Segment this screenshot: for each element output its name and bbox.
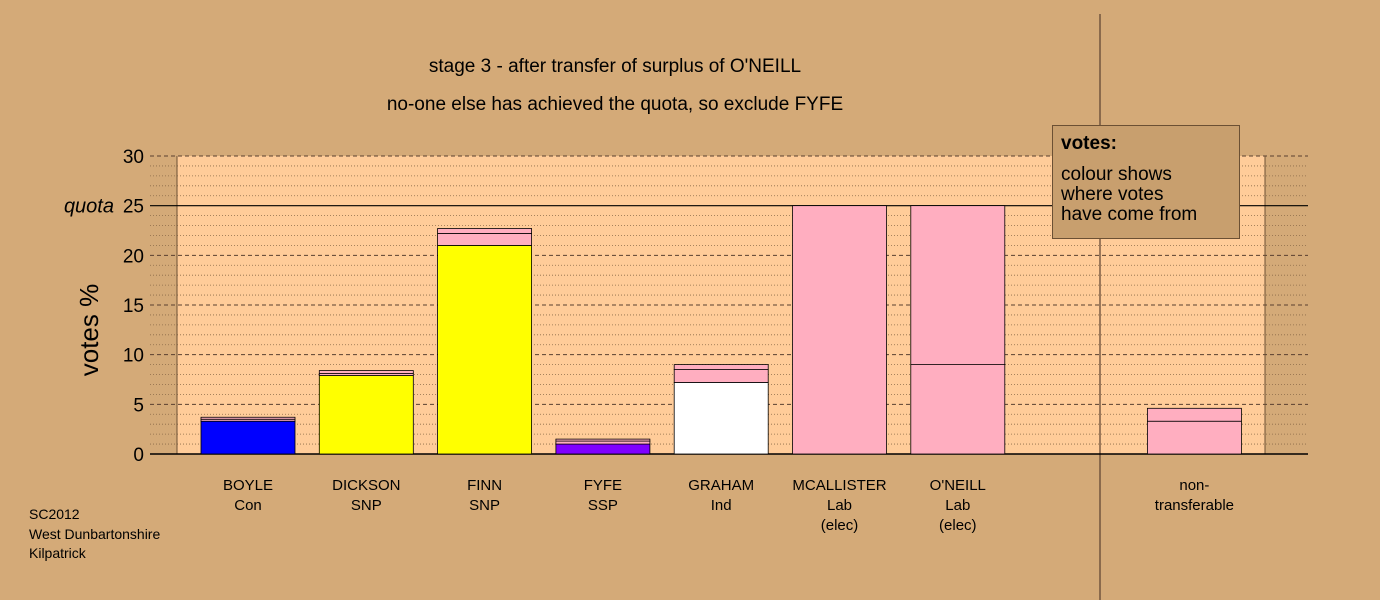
bar-segment — [673, 382, 769, 455]
legend-heading: votes: — [1061, 133, 1117, 154]
footer-council: West Dunbartonshire — [29, 526, 161, 542]
bar-segment — [437, 228, 533, 234]
x-tick-label: SSP — [588, 497, 618, 514]
bar-segment — [910, 205, 1006, 366]
x-tick-label: GRAHAM — [688, 477, 754, 494]
legend-line-2: where votes — [1061, 184, 1164, 205]
legend-box: votes: colour shows where votes have com… — [1052, 125, 1240, 239]
y-tick-label: 5 — [133, 395, 144, 416]
x-tick-label: DICKSON — [332, 477, 400, 494]
bar-segment — [555, 443, 651, 455]
x-tick-label: Con — [234, 497, 262, 514]
legend-line-3: have come from — [1061, 204, 1198, 225]
bar-segment — [1147, 420, 1242, 455]
bar-segment — [200, 416, 296, 420]
x-tick-label: MCALLISTER — [792, 477, 886, 494]
legend-line-1: colour shows — [1061, 164, 1172, 185]
x-tick-label: Ind — [711, 497, 732, 514]
x-tick-label: SNP — [469, 497, 500, 514]
x-tick-label: FINN — [467, 477, 502, 494]
bar-segment — [792, 205, 887, 455]
footer-year: SC2012 — [29, 506, 80, 522]
bar-segment — [318, 375, 414, 455]
x-tick-label: (elec) — [821, 517, 859, 534]
bar-segment — [1147, 407, 1242, 422]
x-tick-label: transferable — [1155, 497, 1234, 514]
y-tick-label: 20 — [123, 246, 144, 267]
bar-segment — [437, 233, 533, 246]
y-tick-label: 25 — [123, 197, 144, 218]
bar-segment — [673, 369, 769, 383]
x-tick-label: SNP — [351, 497, 382, 514]
x-tick-label: O'NEILL — [930, 477, 986, 494]
bar-segment — [910, 364, 1006, 455]
x-tick-label: Lab — [827, 497, 852, 514]
footer-ward: Kilpatrick — [29, 545, 86, 561]
y-tick-label: 0 — [133, 445, 144, 466]
quota-label: quota — [64, 196, 114, 218]
y-tick-label: 30 — [123, 147, 144, 168]
bar-segment — [555, 438, 651, 442]
y-axis-label: votes % — [74, 284, 104, 377]
bar-segment — [555, 440, 651, 445]
bar-segment — [200, 420, 296, 455]
bar-segment — [318, 370, 414, 374]
y-tick-label: 15 — [123, 296, 144, 317]
x-tick-label: FYFE — [584, 477, 622, 494]
x-tick-label: non- — [1179, 477, 1209, 494]
bar-segment — [437, 244, 533, 455]
bar-segment — [673, 364, 769, 370]
x-tick-label: BOYLE — [223, 477, 273, 494]
y-tick-label: 10 — [123, 346, 144, 367]
chart-subtitle: no-one else has achieved the quota, so e… — [386, 94, 844, 115]
x-tick-label: Lab — [945, 497, 970, 514]
chart-title: stage 3 - after transfer of surplus of O… — [428, 56, 802, 77]
x-tick-label: (elec) — [939, 517, 977, 534]
